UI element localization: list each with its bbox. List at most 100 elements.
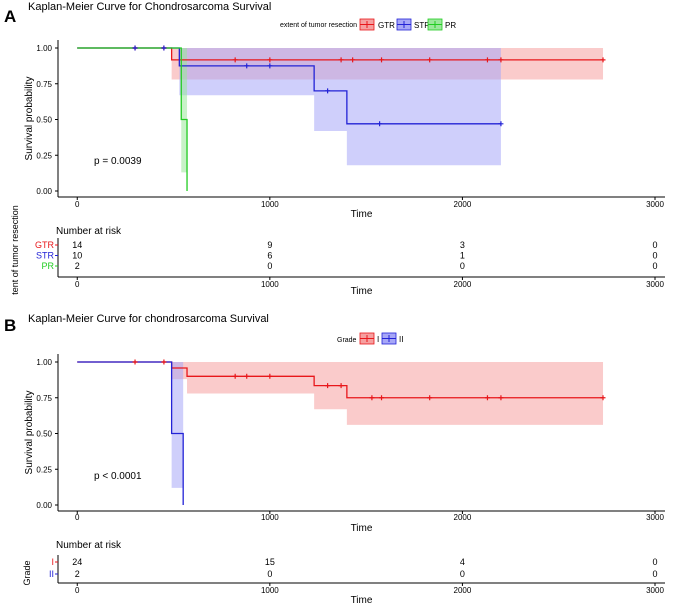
panel-b-legend-title: Grade [337, 337, 357, 344]
censor-mark-i [379, 395, 385, 401]
x-tick-label: 1000 [261, 200, 279, 209]
risk-row-label: GTR [35, 240, 54, 250]
censor-mark-i [132, 359, 138, 365]
risk-count: 0 [652, 251, 657, 261]
censor-mark-i [484, 395, 490, 401]
legend-label-grade-ii: II [399, 335, 403, 344]
panel-a-risk-title: Number at risk [56, 226, 122, 237]
panel-b-pvalue: p < 0.0001 [94, 471, 142, 482]
x-tick-label: 1000 [261, 513, 279, 522]
x-tick-label: 3000 [646, 513, 664, 522]
legend-item-grade-ii: II [381, 332, 403, 345]
censor-mark-str [244, 63, 250, 69]
censor-mark-i [427, 395, 433, 401]
panel-a-risk-axis-label: tent of tumor resection [10, 205, 20, 295]
y-tick-label: 0.00 [36, 501, 52, 510]
censor-mark-gtr [267, 57, 273, 63]
censor-mark-i [338, 383, 344, 389]
y-tick-label: 0.50 [36, 116, 52, 125]
risk-row-label: STR [36, 251, 55, 261]
risk-count: 0 [652, 569, 657, 579]
risk-x-tick-label: 1000 [261, 280, 279, 289]
risk-row-label: II [49, 569, 54, 579]
risk-count: 0 [267, 261, 272, 271]
y-tick-label: 0.50 [36, 430, 52, 439]
censor-mark-i [600, 395, 606, 401]
panel-a-letter: A [4, 7, 16, 26]
panel-b: B Kaplan-Meier Curve for chondrosarcoma … [4, 313, 665, 606]
risk-x-tick-label: 0 [75, 586, 80, 595]
panel-b-legend: Grade I II [337, 332, 403, 345]
risk-count: 15 [265, 557, 275, 567]
y-tick-label: 1.00 [36, 358, 52, 367]
y-tick-label: 0.75 [36, 394, 52, 403]
risk-count: 0 [460, 569, 465, 579]
risk-x-axis-title: Time [351, 286, 373, 297]
x-tick-label: 3000 [646, 200, 664, 209]
panel-a-title: Kaplan-Meier Curve for Chondrosarcoma Su… [28, 1, 271, 13]
panel-a: A Kaplan-Meier Curve for Chondrosarcoma … [4, 1, 665, 297]
risk-count: 4 [460, 557, 465, 567]
panel-b-title: Kaplan-Meier Curve for chondrosarcoma Su… [28, 313, 269, 325]
y-tick-label: 1.00 [36, 44, 52, 53]
risk-x-tick-label: 1000 [261, 586, 279, 595]
censor-mark-str [267, 63, 273, 69]
risk-count: 0 [267, 569, 272, 579]
censor-mark-gtr [484, 57, 490, 63]
survival-curve-pr [77, 47, 188, 191]
ci-band-pr [77, 48, 188, 191]
risk-count: 0 [652, 240, 657, 250]
legend-item-grade-i: I [359, 332, 379, 345]
risk-count: 1 [460, 251, 465, 261]
panel-a-legend: extent of tumor resection GTR STR PR [280, 18, 456, 31]
y-axis-title: Survival probability [24, 77, 35, 161]
censor-mark-i [325, 383, 331, 389]
panel-a-legend-title: extent of tumor resection [280, 22, 357, 29]
risk-count: 0 [460, 261, 465, 271]
risk-count: 10 [72, 251, 82, 261]
legend-item-pr: PR [427, 18, 456, 31]
risk-row-label: I [51, 557, 54, 567]
censor-mark-i [369, 395, 375, 401]
censor-mark-i [161, 359, 167, 365]
y-tick-label: 0.25 [36, 465, 52, 474]
survival-curve-ii [77, 361, 184, 505]
y-axis-title: Survival probability [24, 391, 35, 475]
panel-b-risk-axis-label: Grade [22, 560, 32, 585]
risk-x-tick-label: 2000 [454, 586, 472, 595]
censor-mark-str [132, 45, 138, 51]
panel-a-risk-table: Number at risk tent of tumor resection 0… [10, 205, 665, 297]
censor-mark-gtr [379, 57, 385, 63]
survival-curve-str [77, 47, 501, 125]
legend-label-pr: PR [445, 21, 456, 30]
censor-mark-gtr [498, 57, 504, 63]
x-axis-title: Time [351, 209, 373, 220]
x-tick-label: 2000 [454, 200, 472, 209]
risk-count: 2 [75, 569, 80, 579]
risk-count: 9 [267, 240, 272, 250]
y-tick-label: 0.00 [36, 187, 52, 196]
risk-count: 6 [267, 251, 272, 261]
panel-a-pvalue: p = 0.0039 [94, 156, 142, 167]
risk-row-label: PR [41, 261, 54, 271]
censor-mark-i [232, 373, 238, 379]
censor-mark-gtr [350, 57, 356, 63]
censor-mark-str [325, 88, 331, 94]
censor-mark-gtr [338, 57, 344, 63]
censor-mark-i [498, 395, 504, 401]
y-tick-label: 0.25 [36, 151, 52, 160]
legend-item-gtr: GTR [359, 18, 395, 31]
risk-count: 3 [460, 240, 465, 250]
risk-count: 0 [652, 261, 657, 271]
censor-mark-i [244, 373, 250, 379]
risk-count: 0 [652, 557, 657, 567]
risk-count: 24 [72, 557, 82, 567]
censor-mark-gtr [232, 57, 238, 63]
risk-x-tick-label: 0 [75, 280, 80, 289]
censor-mark-i [267, 373, 273, 379]
legend-item-str: STR [396, 18, 430, 31]
x-tick-label: 0 [75, 513, 80, 522]
y-tick-label: 0.75 [36, 80, 52, 89]
